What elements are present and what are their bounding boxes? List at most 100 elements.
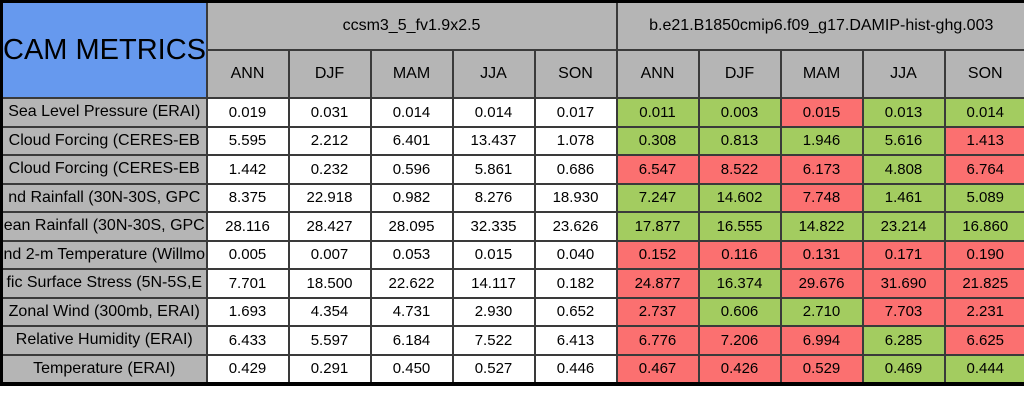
row-label: Sea Level Pressure (ERAI)	[0, 97, 208, 128]
metric-value-right-good: 0.308	[615, 125, 700, 156]
season-header-mam: MAM	[369, 49, 454, 99]
metric-value-left: 14.117	[451, 268, 536, 299]
metric-value-left: 0.014	[451, 97, 536, 128]
model-header-right: b.e21.B1850cmip6.f09_g17.DAMIP-hist-ghg.…	[615, 0, 1024, 51]
metric-value-right-bad: 6.994	[779, 325, 864, 356]
metric-value-left: 4.731	[369, 296, 454, 327]
metric-value-left: 0.005	[205, 239, 290, 270]
metric-value-left: 0.015	[451, 239, 536, 270]
table-row: Cloud Forcing (CERES-EB 5.595 2.212 6.401 13…	[0, 125, 1024, 156]
metric-value-left: 0.450	[369, 353, 454, 385]
metric-value-right-bad: 0.131	[779, 239, 864, 270]
metric-value-right-bad: 31.690	[861, 268, 946, 299]
metric-value-left: 1.693	[205, 296, 290, 327]
metric-value-right-good: 6.285	[861, 325, 946, 356]
metric-value-left: 6.184	[369, 325, 454, 356]
metric-value-right-bad: 6.776	[615, 325, 700, 356]
metric-value-left: 32.335	[451, 211, 536, 242]
metric-value-right-good: 0.444	[943, 353, 1024, 385]
table-row: fic Surface Stress (5N-5S,E 7.701 18.500 22…	[0, 268, 1024, 299]
metric-value-left: 23.626	[533, 211, 618, 242]
metric-value-left: 8.276	[451, 182, 536, 213]
metric-value-right-good: 0.014	[943, 97, 1024, 128]
metric-value-left: 6.401	[369, 125, 454, 156]
row-label: Zonal Wind (300mb, ERAI)	[0, 296, 208, 327]
metric-value-left: 0.007	[287, 239, 372, 270]
metric-value-right-good: 23.214	[861, 211, 946, 242]
metric-value-right-bad: 7.206	[697, 325, 782, 356]
row-label: fic Surface Stress (5N-5S,E	[0, 268, 208, 299]
metric-value-right-good: 14.822	[779, 211, 864, 242]
metric-value-left: 2.930	[451, 296, 536, 327]
metric-value-right-good: 16.555	[697, 211, 782, 242]
table-row: Temperature (ERAI) 0.429 0.291 0.450 0.527 0.…	[0, 353, 1024, 385]
season-header-ann: ANN	[205, 49, 290, 99]
row-label: Relative Humidity (ERAI)	[0, 325, 208, 356]
metric-value-left: 7.701	[205, 268, 290, 299]
metric-value-right-good: 1.946	[779, 125, 864, 156]
metric-value-right-bad: 8.522	[697, 154, 782, 185]
metric-value-right-good: 2.710	[779, 296, 864, 327]
metric-value-right-bad: 29.676	[779, 268, 864, 299]
metric-value-right-bad: 0.171	[861, 239, 946, 270]
season-header-son: SON	[533, 49, 618, 99]
row-label: Cloud Forcing (CERES-EB	[0, 154, 208, 185]
row-label: nd Rainfall (30N-30S, GPC	[0, 182, 208, 213]
metric-value-right-bad: 2.231	[943, 296, 1024, 327]
metric-value-left: 6.433	[205, 325, 290, 356]
season-header-jja: JJA	[861, 49, 946, 99]
row-label: Temperature (ERAI)	[0, 353, 208, 385]
season-header-son: SON	[943, 49, 1024, 99]
metric-value-left: 0.014	[369, 97, 454, 128]
table-row: nd Rainfall (30N-30S, GPC 8.375 22.918 0.98…	[0, 182, 1024, 213]
metric-value-right-good: 0.606	[697, 296, 782, 327]
table-row: Zonal Wind (300mb, ERAI) 1.693 4.354 4.731 2…	[0, 296, 1024, 327]
metric-value-right-bad: 0.529	[779, 353, 864, 385]
metric-value-left: 1.078	[533, 125, 618, 156]
metric-value-right-good: 0.003	[697, 97, 782, 128]
model-header-left: ccsm3_5_fv1.9x2.5	[205, 0, 618, 51]
metric-value-right-good: 1.461	[861, 182, 946, 213]
metric-value-left: 28.095	[369, 211, 454, 242]
metric-value-left: 5.595	[205, 125, 290, 156]
metric-value-left: 28.116	[205, 211, 290, 242]
metrics-body: Sea Level Pressure (ERAI) 0.019 0.031 0.014…	[0, 97, 1024, 385]
table-row: ean Rainfall (30N-30S, GPC 28.116 28.427 28…	[0, 211, 1024, 242]
metric-value-right-bad: 0.467	[615, 353, 700, 385]
metric-value-left: 1.442	[205, 154, 290, 185]
table-row: Sea Level Pressure (ERAI) 0.019 0.031 0.014…	[0, 97, 1024, 128]
metric-value-right-good: 0.469	[861, 353, 946, 385]
metric-value-left: 0.232	[287, 154, 372, 185]
metric-value-left: 0.686	[533, 154, 618, 185]
metric-value-right-good: 5.616	[861, 125, 946, 156]
metric-value-left: 4.354	[287, 296, 372, 327]
metric-value-right-bad: 1.413	[943, 125, 1024, 156]
metric-value-right-bad: 0.426	[697, 353, 782, 385]
metric-value-right-bad: 0.152	[615, 239, 700, 270]
season-header-row: ANN DJF MAM JJA SON ANN DJF MAM JJA SON	[2, 49, 1024, 99]
season-header-djf: DJF	[697, 49, 782, 99]
metric-value-right-bad: 24.877	[615, 268, 700, 299]
metric-value-right-bad: 0.190	[943, 239, 1024, 270]
metric-value-left: 5.861	[451, 154, 536, 185]
season-header-djf: DJF	[287, 49, 372, 99]
group-header-row: CAM METRICS ccsm3_5_fv1.9x2.5 b.e21.B185…	[0, 0, 1024, 99]
metric-value-left: 18.930	[533, 182, 618, 213]
table-row: Relative Humidity (ERAI) 6.433 5.597 6.184 7…	[0, 325, 1024, 356]
metric-value-right-good: 16.374	[697, 268, 782, 299]
metric-value-left: 28.427	[287, 211, 372, 242]
table-row: nd 2-m Temperature (Willmo 0.005 0.007 0.05…	[0, 239, 1024, 270]
metric-value-right-bad: 6.625	[943, 325, 1024, 356]
metric-value-right-bad: 6.764	[943, 154, 1024, 185]
metric-value-left: 0.053	[369, 239, 454, 270]
metric-value-right-good: 16.860	[943, 211, 1024, 242]
metric-value-left: 7.522	[451, 325, 536, 356]
season-header-ann: ANN	[615, 49, 700, 99]
metric-value-right-good: 0.011	[615, 97, 700, 128]
metric-value-left: 0.031	[287, 97, 372, 128]
metric-value-right-bad: 2.737	[615, 296, 700, 327]
metric-value-right-bad: 7.703	[861, 296, 946, 327]
metric-value-right-bad: 7.748	[779, 182, 864, 213]
metric-value-left: 2.212	[287, 125, 372, 156]
cam-metrics-table: CAM METRICS ccsm3_5_fv1.9x2.5 b.e21.B185…	[0, 0, 1024, 386]
